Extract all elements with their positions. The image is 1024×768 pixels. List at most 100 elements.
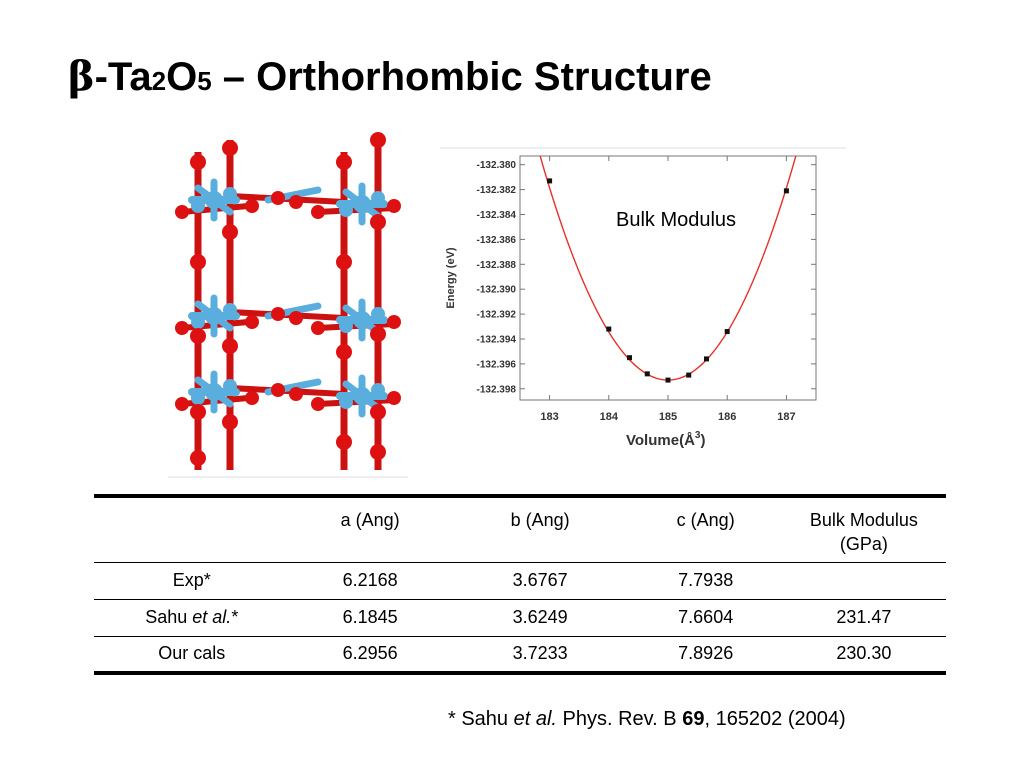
- crystal-structure-image: [168, 122, 408, 480]
- ta-atom: [339, 319, 353, 333]
- cell-c: 7.7938: [678, 570, 734, 590]
- row-label-suffix: *: [231, 607, 239, 627]
- data-point: [547, 178, 553, 184]
- oxygen-atom: [190, 450, 206, 466]
- y-tick-label: -132.398: [477, 384, 517, 395]
- cell-bulk: [782, 562, 946, 599]
- oxygen-atom: [336, 434, 352, 450]
- data-point: [665, 377, 671, 383]
- ta-atom: [191, 199, 205, 213]
- y-tick-label: -132.392: [477, 310, 517, 321]
- oxygen-atom: [336, 154, 352, 170]
- cell-b: 3.6249: [512, 607, 568, 627]
- y-tick-label: -132.382: [477, 185, 517, 196]
- ta-atom: [223, 303, 237, 317]
- x-tick-label: 185: [659, 411, 677, 423]
- oxygen-atom: [370, 214, 386, 230]
- title-sub-2: 2: [151, 66, 167, 96]
- ta-atom: [191, 315, 205, 329]
- header-bulk-line1: Bulk Modulus: [809, 510, 918, 530]
- ta-atom: [339, 395, 353, 409]
- lattice-parameters-table: a (Ang) b (Ang) c (Ang) Bulk Modulus (GPa…: [94, 494, 946, 675]
- ta-atom: [339, 203, 353, 217]
- cell-b: 3.6767: [512, 570, 568, 590]
- oxygen-atom: [336, 254, 352, 270]
- row-label-text: Sahu: [145, 607, 193, 627]
- header-empty: [94, 494, 290, 563]
- row-label: Sahu et al.*: [94, 599, 290, 636]
- oxygen-atom: [370, 404, 386, 420]
- ta-atom: [353, 195, 371, 213]
- cell-c: 7.6604: [678, 607, 734, 627]
- cell-a: 6.2956: [342, 643, 398, 664]
- table-header-row: a (Ang) b (Ang) c (Ang) Bulk Modulus (GPa…: [94, 494, 946, 563]
- data-point: [686, 372, 692, 378]
- cell-bulk: 230.30: [836, 643, 892, 664]
- table-row: Our cals 6.2956 3.7233 7.8926 230.30: [94, 636, 946, 673]
- oxygen-atom: [190, 154, 206, 170]
- y-tick-label: -132.380: [477, 160, 517, 171]
- reference-citation: * Sahu et al. Phys. Rev. B 69, 165202 (2…: [448, 708, 846, 731]
- x-axis-label: Volume(Å3): [626, 430, 705, 449]
- ta-atom: [353, 387, 371, 405]
- y-tick-label: -132.386: [477, 235, 517, 246]
- oxygen-atom: [289, 311, 303, 325]
- oxygen-atom: [175, 397, 189, 411]
- y-tick-label: -132.384: [477, 210, 517, 221]
- oxygen-atom: [387, 199, 401, 213]
- ta-atom: [371, 383, 385, 397]
- oxygen-atom: [222, 414, 238, 430]
- oxygen-atom: [271, 191, 285, 205]
- ta-atom: [223, 187, 237, 201]
- ta-atom: [371, 191, 385, 205]
- oxygen-atom: [245, 199, 259, 213]
- x-tick-label: 186: [718, 411, 736, 423]
- title-oxygen: O: [166, 55, 198, 99]
- oxygen-atom: [245, 315, 259, 329]
- ta-atom: [191, 391, 205, 405]
- y-axis-label: Energy (eV): [445, 247, 457, 308]
- data-point: [703, 356, 709, 362]
- fit-curve: [539, 156, 797, 381]
- oxygen-atom: [190, 254, 206, 270]
- row-label: Exp*: [94, 562, 290, 599]
- oxygen-atom: [190, 328, 206, 344]
- oxygen-atom: [289, 195, 303, 209]
- x-axis-label-close: ): [700, 432, 705, 449]
- x-tick-label: 187: [777, 411, 795, 423]
- oxygen-atom: [222, 338, 238, 354]
- x-axis-label-text: Volume: [626, 432, 679, 449]
- title-beta: β: [68, 53, 95, 100]
- oxygen-atom: [175, 321, 189, 335]
- oxygen-atom: [336, 344, 352, 360]
- oxygen-atom: [289, 387, 303, 401]
- title-prefix: -Ta: [94, 55, 152, 99]
- oxygen-atom: [222, 224, 238, 240]
- ta-atom: [205, 383, 223, 401]
- y-tick-label: -132.390: [477, 285, 517, 296]
- oxygen-atom: [311, 205, 325, 219]
- oxygen-atom: [387, 315, 401, 329]
- cell-c: 7.8926: [678, 643, 734, 664]
- oxygen-atom: [387, 391, 401, 405]
- table-row: Exp* 6.2168 3.6767 7.7938: [94, 562, 946, 599]
- header-bulk-modulus: Bulk Modulus (GPa): [781, 494, 946, 563]
- header-a: a (Ang): [289, 494, 451, 563]
- reference-etal: et al.: [513, 708, 557, 730]
- header-bulk-line2: (GPa): [839, 534, 888, 554]
- oxygen-atom: [370, 326, 386, 342]
- plot-frame: [519, 155, 817, 401]
- y-tick-label: -132.396: [477, 359, 517, 370]
- ta-atom: [371, 307, 385, 321]
- data-point: [606, 326, 612, 332]
- crystal-structure-figure: [168, 132, 408, 478]
- reference-author: * Sahu: [448, 708, 514, 730]
- data-point: [724, 329, 730, 335]
- oxygen-atom: [245, 391, 259, 405]
- oxygen-atom: [271, 307, 285, 321]
- ta-atom: [205, 191, 223, 209]
- x-tick-label: 183: [540, 411, 558, 423]
- title-rest: – Orthorhombic Structure: [211, 55, 712, 99]
- title-sub-5: 5: [197, 66, 212, 96]
- table-row: Sahu et al.* 6.1845 3.6249 7.6604 231.47: [94, 599, 946, 636]
